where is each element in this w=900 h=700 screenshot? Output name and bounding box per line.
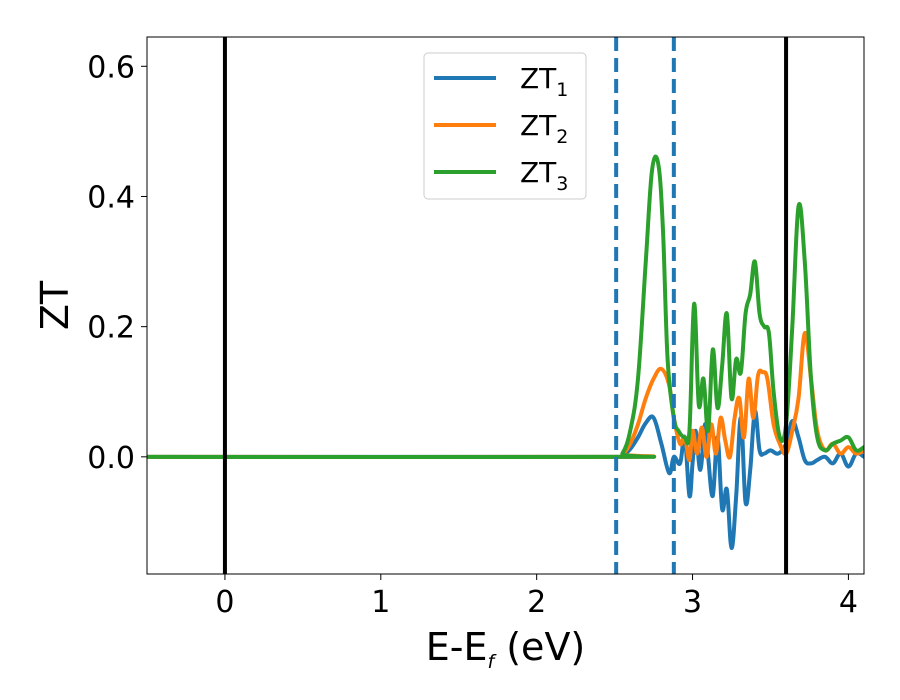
x-axis-ticks: 0 1 2 3 4	[215, 574, 858, 620]
x-axis-label-tail: (eV)	[494, 625, 585, 669]
legend-item-1: ZT1	[434, 62, 568, 101]
legend-label: ZT2	[520, 109, 568, 148]
series-line-3	[147, 154, 864, 460]
legend-items: ZT1 ZT2 ZT3	[434, 62, 568, 195]
x-tick-label: 2	[527, 585, 546, 620]
y-axis-ticks: 0.0 0.2 0.4 0.6	[87, 50, 147, 476]
legend-label: ZT1	[520, 62, 568, 101]
vertical-lines	[222, 37, 789, 574]
legend-label: ZT3	[520, 156, 568, 195]
x-axis-label: E-Ef (eV)	[426, 625, 586, 673]
y-tick-label: 0.2	[87, 311, 135, 346]
x-axis-label-sub: f	[487, 651, 497, 673]
x-tick-label: 1	[371, 585, 390, 620]
x-tick-label: 3	[683, 585, 702, 620]
x-axis-label-main: E-E	[426, 625, 488, 669]
y-tick-label: 0.4	[87, 180, 135, 215]
legend-box	[423, 52, 587, 200]
y-tick-label: 0.0	[87, 441, 135, 476]
legend-item-2: ZT2	[434, 109, 568, 148]
plot-frame	[146, 36, 865, 575]
y-tick-label: 0.6	[87, 50, 135, 85]
series-group	[147, 154, 864, 550]
legend-item-3: ZT3	[434, 156, 568, 195]
y-axis-label: ZT	[33, 280, 77, 330]
x-tick-label: 0	[215, 585, 234, 620]
series-line-1	[147, 409, 864, 550]
x-tick-label: 4	[839, 585, 858, 620]
legend: ZT1 ZT2 ZT3	[423, 52, 587, 200]
